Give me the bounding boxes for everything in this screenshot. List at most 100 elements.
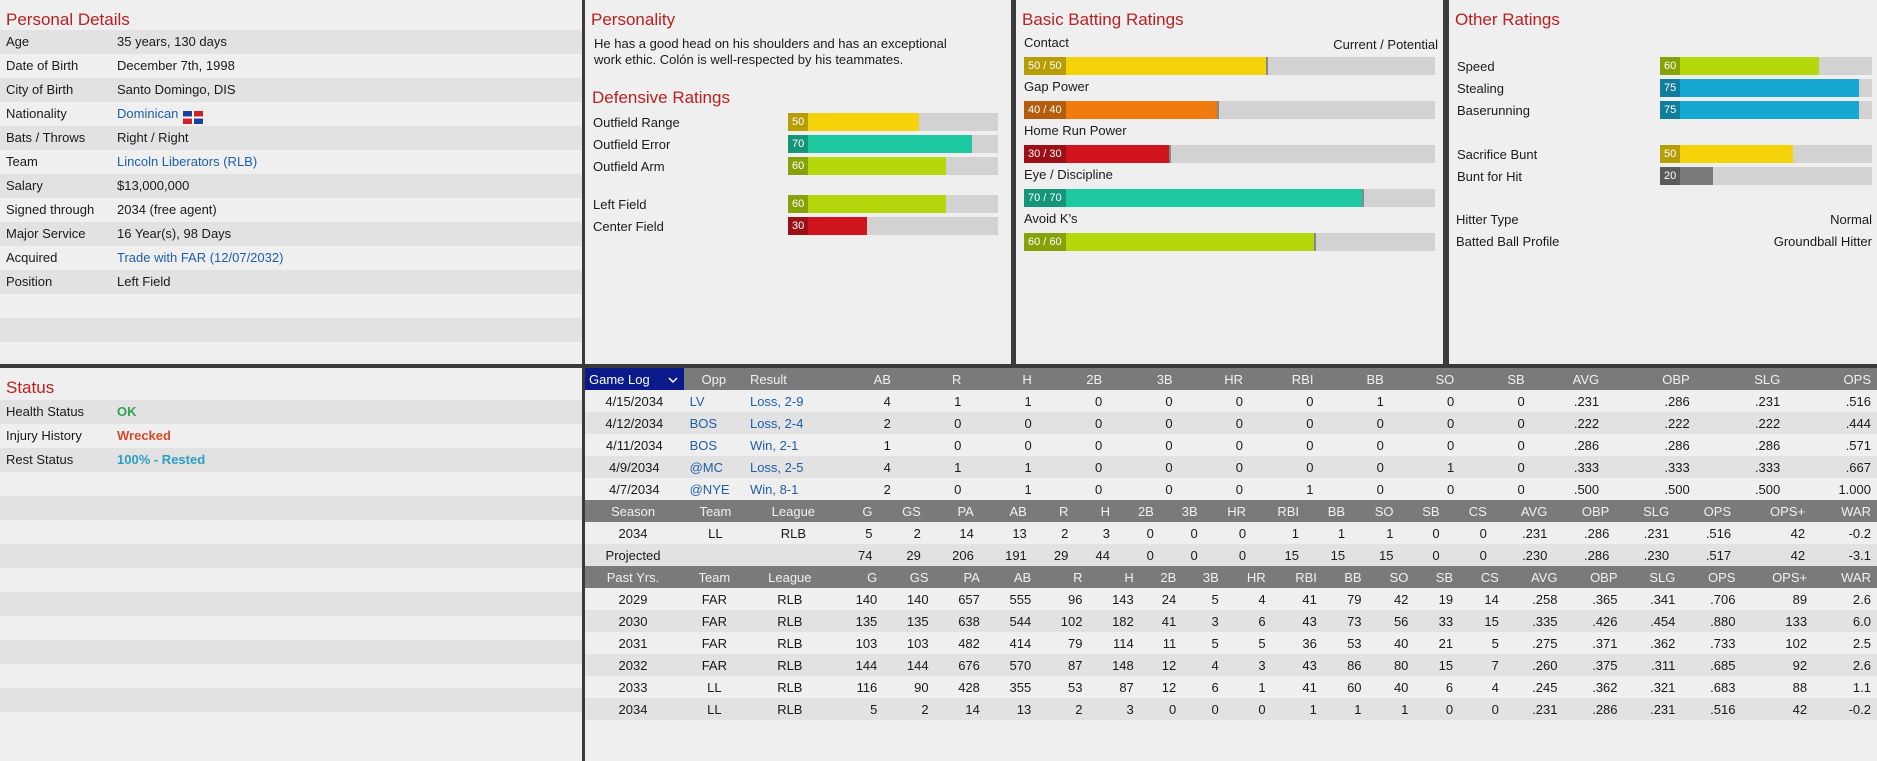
column-header[interactable]: Team (681, 566, 748, 588)
cell: .231 (1623, 698, 1682, 720)
personal-row-value[interactable]: Dominican (117, 102, 582, 126)
rating-bar: 30 (788, 217, 998, 235)
game-log-dropdown[interactable]: Game Log (585, 368, 684, 390)
personal-details-panel: Personal Details Age 35 years, 130 days Da… (0, 0, 582, 364)
column-header[interactable]: AVG (1504, 566, 1564, 588)
cell: RLB (747, 632, 832, 654)
cell: .222 (1530, 412, 1606, 434)
personal-row-value: Left Field (117, 274, 171, 289)
personal-row-value[interactable]: Trade with FAR (12/07/2032) (117, 250, 284, 265)
column-header[interactable]: SO (1351, 500, 1400, 522)
cell: .222 (1605, 412, 1696, 434)
column-header[interactable]: 2B (1115, 500, 1160, 522)
rating-value: 40 / 40 (1024, 101, 1066, 119)
cell: 0 (1414, 698, 1460, 720)
result-link[interactable]: Win, 2-1 (743, 434, 829, 456)
column-header[interactable]: 2B (1037, 368, 1109, 390)
column-header[interactable]: SB (1460, 368, 1531, 390)
column-header[interactable]: GS (878, 500, 927, 522)
opponent-link[interactable]: BOS (683, 412, 744, 434)
column-header[interactable]: H (1088, 566, 1140, 588)
column-header[interactable]: RBI (1271, 566, 1323, 588)
column-header[interactable]: 3B (1159, 500, 1204, 522)
column-header[interactable]: SLG (1623, 566, 1682, 588)
column-header[interactable]: R (1032, 500, 1075, 522)
column-header[interactable]: OBP (1553, 500, 1616, 522)
column-header[interactable]: League (749, 500, 837, 522)
column-header[interactable]: AB (985, 566, 1038, 588)
column-header[interactable]: SB (1414, 566, 1460, 588)
column-header[interactable]: 3B (1182, 566, 1225, 588)
column-header[interactable]: G (836, 500, 879, 522)
rating-label: Baserunning (1457, 103, 1530, 118)
opponent-link[interactable]: LV (683, 390, 744, 412)
column-header[interactable]: CS (1445, 500, 1493, 522)
column-header[interactable]: Result (743, 368, 829, 390)
column-header[interactable]: OPS (1681, 566, 1742, 588)
column-header[interactable]: SO (1367, 566, 1415, 588)
empty-row (0, 664, 582, 688)
result-link[interactable]: Win, 8-1 (743, 478, 829, 500)
column-header[interactable]: OBP (1563, 566, 1624, 588)
column-header[interactable]: H (967, 368, 1038, 390)
column-header[interactable]: SLG (1615, 500, 1676, 522)
cell: 0 (1037, 456, 1109, 478)
rating-row: Outfield Error 70 (593, 135, 1011, 155)
column-header[interactable]: PA (934, 566, 986, 588)
column-header[interactable]: AVG (1492, 500, 1554, 522)
column-header[interactable]: CS (1459, 566, 1505, 588)
column-header[interactable]: League (747, 566, 832, 588)
column-header[interactable]: R (896, 368, 968, 390)
result-link[interactable]: Loss, 2-4 (743, 412, 829, 434)
column-header[interactable]: HR (1203, 500, 1253, 522)
rating-value: 60 (1660, 57, 1681, 75)
column-header[interactable]: PA (926, 500, 980, 522)
cell: .365 (1563, 588, 1624, 610)
rating-bar-fill: 60 (788, 195, 946, 213)
potential-marker (1362, 189, 1364, 207)
column-header[interactable]: OPS (1675, 500, 1738, 522)
result-link[interactable]: Loss, 2-5 (743, 456, 829, 478)
column-header[interactable]: 2B (1139, 566, 1183, 588)
column-header[interactable]: WAR (1811, 500, 1877, 522)
column-header[interactable]: HR (1178, 368, 1250, 390)
personal-row-value[interactable]: Lincoln Liberators (RLB) (117, 154, 258, 169)
column-header[interactable]: AB (828, 368, 897, 390)
column-header[interactable]: 3B (1108, 368, 1179, 390)
column-header[interactable]: H (1074, 500, 1116, 522)
column-header[interactable]: HR (1224, 566, 1272, 588)
column-header[interactable]: RBI (1249, 368, 1320, 390)
personal-row: Major Service 16 Year(s), 98 Days (0, 222, 582, 246)
column-header[interactable]: OPS+ (1737, 500, 1812, 522)
column-header[interactable]: Season (585, 500, 681, 522)
column-header[interactable]: Past Yrs. (585, 566, 681, 588)
column-header[interactable]: Team (681, 500, 750, 522)
column-header[interactable]: RBI (1252, 500, 1305, 522)
column-header[interactable]: SO (1389, 368, 1461, 390)
opponent-link[interactable]: BOS (683, 434, 744, 456)
opponent-link[interactable]: @NYE (683, 478, 744, 500)
column-header[interactable]: G (832, 566, 884, 588)
health-value: OK (117, 404, 137, 419)
column-header[interactable]: BB (1322, 566, 1368, 588)
column-header[interactable]: OPS (1786, 368, 1877, 390)
cell: 41 (1139, 610, 1183, 632)
cell: 15 (1304, 544, 1352, 566)
cell: 0 (1460, 434, 1531, 456)
column-header[interactable]: OPS+ (1741, 566, 1814, 588)
cell: 41 (1271, 676, 1323, 698)
column-header[interactable]: AB (979, 500, 1033, 522)
column-header[interactable]: OBP (1605, 368, 1696, 390)
column-header[interactable]: WAR (1813, 566, 1877, 588)
column-header[interactable]: Opp (683, 368, 744, 390)
column-header[interactable]: BB (1304, 500, 1352, 522)
opponent-link[interactable]: @MC (683, 456, 744, 478)
column-header[interactable]: R (1037, 566, 1089, 588)
column-header[interactable]: SB (1399, 500, 1446, 522)
column-header[interactable]: BB (1319, 368, 1390, 390)
column-header[interactable]: GS (883, 566, 935, 588)
result-link[interactable]: Loss, 2-9 (743, 390, 829, 412)
cell: -3.1 (1811, 544, 1877, 566)
column-header[interactable]: SLG (1695, 368, 1787, 390)
column-header[interactable]: AVG (1530, 368, 1606, 390)
